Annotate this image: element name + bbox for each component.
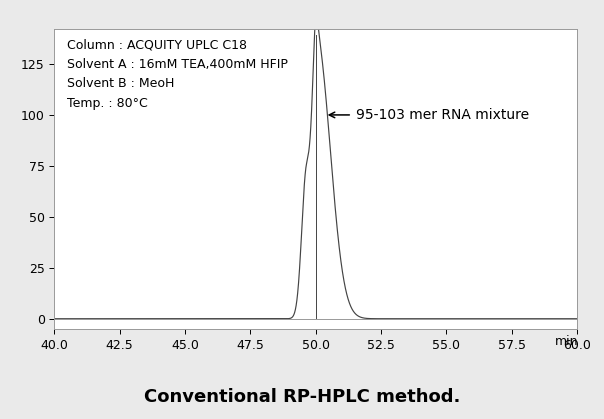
Text: Column : ACQUITY UPLC C18
Solvent A : 16mM TEA,400mM HFIP
Solvent B : MeoH
Temp.: Column : ACQUITY UPLC C18 Solvent A : 16… — [68, 38, 288, 110]
Text: 95-103 mer RNA mixture: 95-103 mer RNA mixture — [356, 108, 529, 122]
Text: Conventional RP-HPLC method.: Conventional RP-HPLC method. — [144, 388, 460, 406]
Text: min: min — [555, 335, 579, 348]
